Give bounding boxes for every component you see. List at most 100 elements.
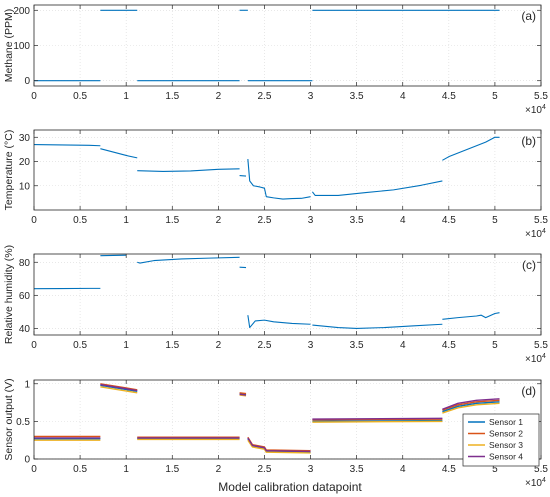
sensor-output-x-tick-label-11: 5.5: [534, 464, 548, 475]
methane-x-tick-label-10: 5: [492, 91, 498, 102]
temperature-series-1-segment-2: [100, 148, 138, 159]
methane-series-group: [34, 9, 500, 82]
sensor-output-x-tick-label-2: 1: [123, 464, 129, 475]
sensor-output-series-3-segment-6: [312, 420, 443, 423]
humidity-x-tick-label-7: 3.5: [350, 340, 364, 351]
sensor-output-y-axis-label: Sensor output (V): [3, 378, 15, 460]
methane-x-tick-label-2: 1: [123, 91, 129, 102]
methane-x-tick-label-0: 0: [31, 91, 37, 102]
temperature-series-1-segment-1: [34, 144, 101, 147]
humidity-panel-label: (c): [522, 258, 536, 272]
temperature-x-exponent-power: 4: [542, 228, 546, 235]
sensor-output-y-tick-label-0: 0: [24, 455, 30, 466]
temperature-x-tick-label-0: 0: [31, 215, 37, 226]
humidity-y-axis-label: Relative humidity (%): [3, 245, 15, 344]
methane-y-tick-label-2: 200: [13, 6, 30, 17]
panel-sensor-output: 0 0.5 1 1.5 2 2.5 3 3.5 4 4.5 5 5.5 ×104 0 0.5 1 Sensor …: [3, 378, 548, 489]
x-axis-label: Model calibration datapoint: [218, 480, 362, 494]
temperature-y-tick-label-1: 20: [19, 157, 31, 168]
methane-x-tick-label-9: 4.5: [442, 91, 456, 102]
sensor-output-x-tick-label-7: 3.5: [350, 464, 364, 475]
temperature-x-tick-label-9: 4.5: [442, 215, 456, 226]
methane-x-tick-label-11: 5.5: [534, 91, 548, 102]
temperature-series-1-segment-6: [311, 180, 443, 196]
temperature-x-tick-label-11: 5.5: [534, 215, 548, 226]
temperature-panel-label: (b): [521, 134, 536, 148]
humidity-x-tick-label-6: 3: [308, 340, 314, 351]
sensor-output-x-tick-label-8: 4: [400, 464, 406, 475]
sensor-output-y-tick-label-1: 0.5: [16, 417, 30, 428]
sensor-output-legend-label-2: Sensor 2: [489, 429, 523, 439]
sensor-output-series-2-segment-6: [312, 418, 443, 421]
methane-x-tick-label-4: 2: [216, 91, 222, 102]
temperature-series-1-segment-5: [247, 159, 311, 200]
temperature-x-exponent: ×104: [525, 228, 546, 240]
temperature-grid: [34, 130, 541, 210]
temperature-x-tick-label-2: 1: [123, 215, 129, 226]
humidity-y-tick-label-2: 80: [19, 258, 31, 269]
sensor-output-series-4-segment-7: [442, 398, 500, 410]
temperature-x-tick-label-7: 3.5: [350, 215, 364, 226]
humidity-series-1-segment-5: [247, 315, 311, 329]
sensor-output-series-4-segment-6: [312, 417, 443, 420]
humidity-x-tick-label-10: 5: [492, 340, 498, 351]
sensor-output-x-exponent-power: 4: [542, 477, 546, 484]
methane-y-tick-label-1: 100: [13, 41, 30, 52]
sensor-output-x-tick-label-10: 5: [492, 464, 498, 475]
sensor-output-series-3-segment-2: [100, 386, 138, 394]
humidity-x-exponent: ×104: [525, 353, 546, 365]
sensor-output-series-3-segment-4: [239, 394, 247, 397]
methane-x-tick-label-7: 3.5: [350, 91, 364, 102]
humidity-plot-area: [34, 254, 541, 335]
temperature-x-tick-label-10: 5: [492, 215, 498, 226]
methane-y-tick-label-0: 0: [24, 76, 30, 87]
methane-x-tick-label-6: 3: [308, 91, 314, 102]
humidity-x-tick-label-2: 1: [123, 340, 129, 351]
sensor-output-series-1-segment-4: [239, 392, 247, 395]
temperature-x-tick-label-8: 4: [400, 215, 406, 226]
temperature-plot-area: [34, 130, 541, 210]
temperature-y-tick-label-2: 30: [19, 133, 31, 144]
temperature-x-tick-label-3: 1.5: [165, 215, 179, 226]
sensor-output-series-group: [34, 383, 500, 454]
sensor-output-x-tick-label-4: 2: [216, 464, 222, 475]
temperature-y-axis-label: Temperature (°C): [3, 130, 15, 211]
sensor-output-series-1-segment-6: [312, 419, 443, 423]
humidity-x-tick-label-9: 4.5: [442, 340, 456, 351]
temperature-series-group: [34, 136, 500, 200]
humidity-series-1-segment-6: [312, 323, 443, 329]
methane-x-tick-label-5: 2.5: [258, 91, 272, 102]
temperature-axes-box: [33, 129, 542, 211]
sensor-output-series-2-segment-7: [442, 399, 500, 411]
sensor-output-x-tick-label-9: 4.5: [442, 464, 456, 475]
humidity-x-tick-label-8: 4: [400, 340, 406, 351]
sensor-output-series-4-segment-4: [239, 393, 247, 396]
sensor-output-x-tick-label-3: 1.5: [165, 464, 179, 475]
methane-y-axis-label: Methane (PPM): [3, 9, 15, 83]
humidity-x-tick-label-4: 2: [216, 340, 222, 351]
humidity-x-exponent-power: 4: [542, 353, 546, 360]
methane-x-exponent: ×104: [525, 104, 546, 116]
temperature-x-tick-label-4: 2: [216, 215, 222, 226]
methane-x-exponent-power: 4: [542, 104, 546, 111]
sensor-output-series-4-segment-2: [100, 383, 138, 392]
humidity-series-1-segment-7: [442, 312, 500, 320]
humidity-y-tick-label-1: 60: [19, 291, 31, 302]
sensor-output-series-2-segment-2: [100, 383, 138, 391]
sensor-output-x-tick-label-5: 2.5: [258, 464, 272, 475]
sensor-output-legend-label-4: Sensor 4: [489, 452, 523, 462]
humidity-axes-box: [33, 253, 542, 336]
methane-x-tick-label-8: 4: [400, 91, 406, 102]
sensor-output-panel-label: (d): [521, 384, 536, 398]
panel-temperature: 0 0.5 1 1.5 2 2.5 3 3.5 4 4.5 5 5.5 ×104 10 20 30 Temper…: [3, 129, 548, 240]
temperature-series-1-segment-7: [442, 136, 500, 161]
humidity-x-tick-label-5: 2.5: [258, 340, 272, 351]
sensor-output-legend-label-1: Sensor 1: [489, 417, 523, 427]
methane-panel-label: (a): [521, 9, 536, 23]
methane-x-tick-label-3: 1.5: [165, 91, 179, 102]
humidity-y-tick-label-0: 40: [19, 324, 31, 335]
humidity-x-tick-label-3: 1.5: [165, 340, 179, 351]
temperature-x-tick-label-6: 3: [308, 215, 314, 226]
